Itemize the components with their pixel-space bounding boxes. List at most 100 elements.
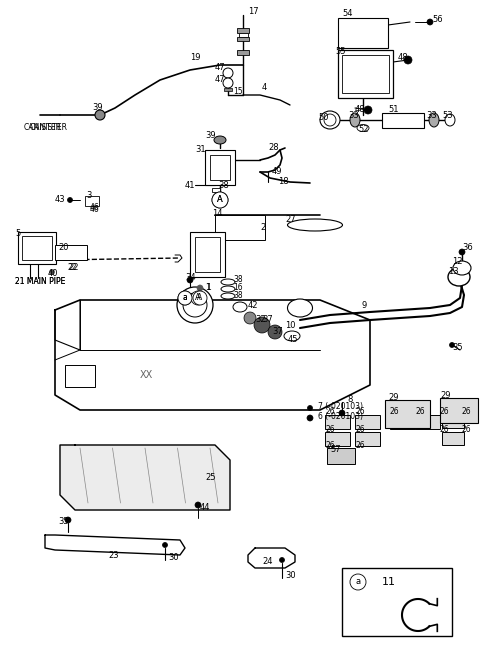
Bar: [237, 50, 249, 55]
Ellipse shape: [445, 114, 455, 126]
Text: 49: 49: [272, 167, 283, 177]
Circle shape: [187, 277, 193, 283]
Text: 33: 33: [348, 112, 359, 121]
Text: 46: 46: [90, 206, 100, 215]
Ellipse shape: [214, 136, 226, 144]
Ellipse shape: [284, 331, 300, 341]
Text: 37: 37: [262, 315, 273, 324]
Text: A: A: [195, 293, 201, 302]
Text: 55: 55: [335, 47, 346, 56]
Text: 26: 26: [355, 424, 365, 434]
Bar: [338, 50, 393, 98]
Circle shape: [163, 543, 168, 548]
Text: 26: 26: [355, 441, 365, 450]
Text: 34: 34: [185, 273, 196, 282]
Text: 26: 26: [325, 441, 335, 450]
Circle shape: [191, 291, 205, 305]
Circle shape: [68, 197, 72, 202]
Ellipse shape: [429, 113, 439, 127]
Text: 53: 53: [442, 112, 453, 121]
Text: 30: 30: [285, 570, 296, 580]
Text: A: A: [197, 293, 203, 302]
Text: 32: 32: [255, 315, 265, 323]
Text: 20: 20: [58, 243, 69, 252]
Text: 27: 27: [285, 215, 296, 225]
Circle shape: [49, 269, 55, 275]
Bar: [327, 448, 355, 464]
Text: A: A: [217, 195, 223, 204]
Circle shape: [459, 249, 465, 255]
Text: 44: 44: [200, 504, 211, 513]
Text: 25: 25: [205, 474, 216, 482]
Bar: [205, 150, 235, 185]
Bar: [212, 188, 220, 192]
Text: 35: 35: [58, 517, 69, 526]
Circle shape: [212, 192, 228, 208]
Text: 17: 17: [248, 8, 259, 16]
Bar: [18, 232, 56, 264]
Text: 36: 36: [462, 243, 473, 252]
Text: 29: 29: [440, 391, 451, 400]
Text: XX: XX: [140, 370, 153, 380]
Text: 52: 52: [358, 125, 369, 134]
Text: 26: 26: [390, 408, 400, 417]
Text: 31: 31: [195, 145, 205, 154]
Text: 24: 24: [262, 557, 273, 567]
Circle shape: [65, 517, 71, 523]
Text: a: a: [182, 293, 187, 302]
Text: 13: 13: [448, 267, 458, 276]
Text: 14: 14: [212, 210, 223, 219]
Text: 38: 38: [233, 275, 242, 284]
Text: 2: 2: [260, 223, 265, 232]
Ellipse shape: [233, 302, 247, 312]
Text: 39: 39: [92, 103, 103, 112]
Bar: [390, 415, 415, 429]
Bar: [65, 365, 95, 387]
Circle shape: [178, 291, 192, 305]
Bar: [210, 155, 230, 180]
Text: 23: 23: [108, 550, 119, 559]
Text: 48: 48: [355, 106, 366, 114]
Text: 4: 4: [262, 84, 267, 93]
Text: 29: 29: [388, 393, 398, 402]
Text: A: A: [217, 195, 223, 204]
Text: 26: 26: [440, 408, 450, 417]
Ellipse shape: [453, 261, 471, 275]
Bar: [415, 415, 440, 429]
Text: 5: 5: [15, 230, 20, 238]
Text: 3: 3: [86, 191, 91, 201]
Bar: [342, 55, 389, 93]
Bar: [442, 415, 464, 428]
Text: 38: 38: [218, 182, 229, 191]
Bar: [355, 415, 380, 429]
Bar: [440, 398, 478, 423]
Text: 22: 22: [68, 263, 77, 273]
Text: 45: 45: [288, 336, 299, 345]
Ellipse shape: [221, 286, 235, 292]
Circle shape: [307, 415, 313, 421]
Bar: [190, 232, 225, 277]
Bar: [237, 28, 249, 33]
Text: 38: 38: [233, 291, 242, 300]
Text: 28: 28: [268, 143, 278, 153]
Circle shape: [195, 502, 201, 508]
Text: 21 MAIN PIPE: 21 MAIN PIPE: [15, 278, 65, 286]
Text: 26: 26: [462, 408, 472, 417]
Circle shape: [268, 325, 282, 339]
Circle shape: [350, 574, 366, 590]
Bar: [215, 215, 265, 240]
Bar: [195, 237, 220, 272]
Text: 26: 26: [325, 408, 335, 417]
Text: 22: 22: [68, 263, 79, 273]
Circle shape: [404, 56, 412, 64]
Ellipse shape: [288, 299, 312, 317]
Text: 47: 47: [215, 64, 226, 73]
Bar: [85, 196, 99, 206]
Bar: [22, 236, 52, 260]
Text: 9: 9: [362, 302, 367, 310]
Polygon shape: [60, 445, 230, 510]
Bar: [237, 37, 249, 41]
Circle shape: [308, 406, 312, 411]
Text: 54: 54: [342, 10, 352, 19]
Circle shape: [223, 78, 233, 88]
